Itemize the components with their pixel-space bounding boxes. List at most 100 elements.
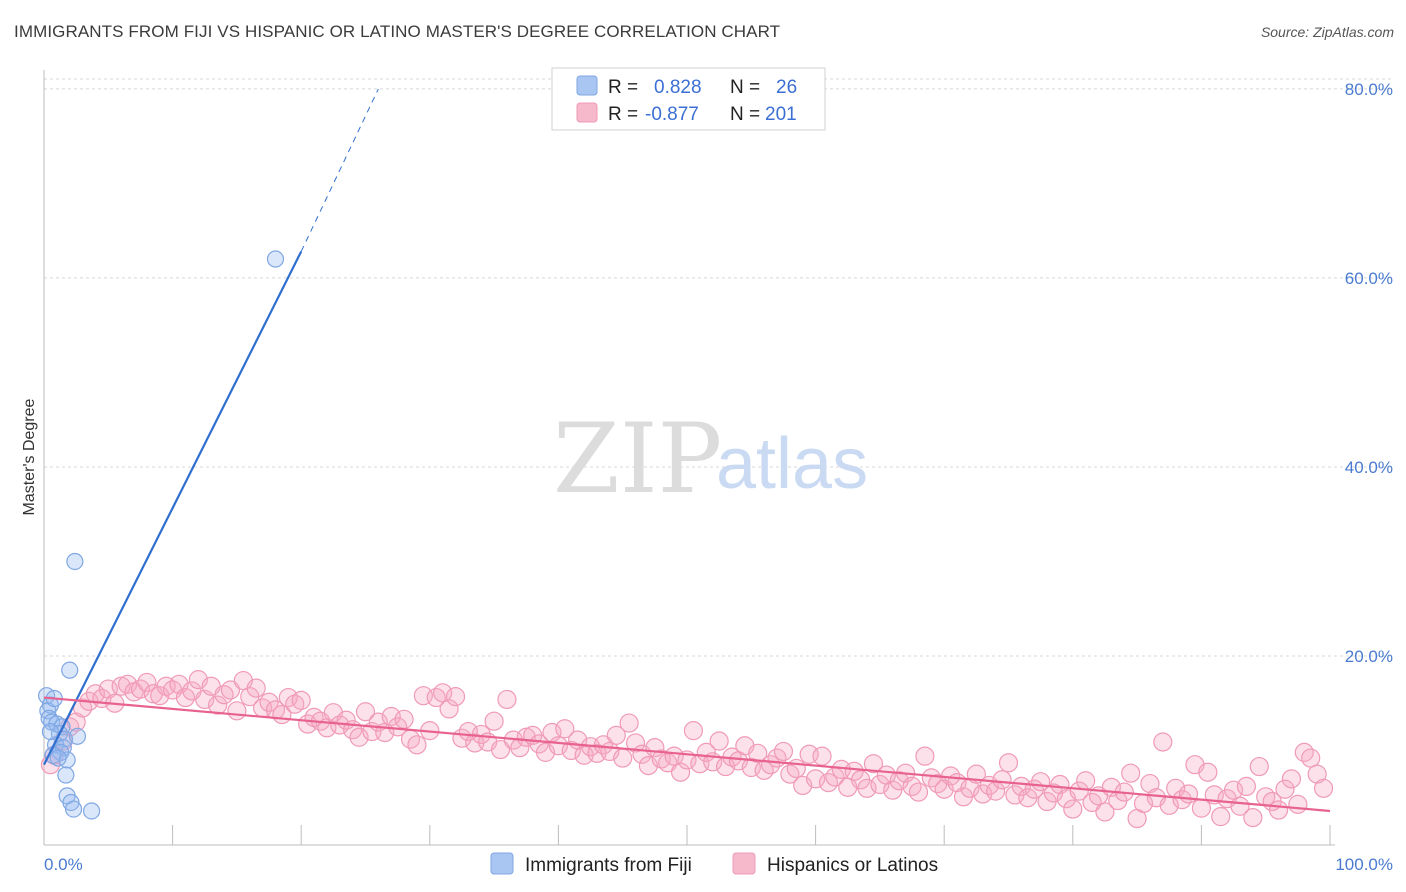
hispanic-point-188 <box>1249 756 1269 777</box>
hispanic-point-186 <box>1236 776 1257 797</box>
hispanic-point-80 <box>555 719 575 739</box>
bottom-legend-swatch-hispanic <box>732 852 756 875</box>
hispanic-point-161 <box>1076 771 1096 791</box>
hispanic-point-120 <box>812 746 832 766</box>
hispanic-point-127 <box>857 778 877 798</box>
legend-n-label-fiji: N = <box>730 77 760 98</box>
x-tick-label-max: 100.0% <box>1335 855 1393 874</box>
hispanic-point-26 <box>208 695 228 715</box>
x-axis-ticks <box>43 825 1331 845</box>
x-tick-label-min: 0.0% <box>44 855 83 874</box>
fiji-point-18 <box>57 766 75 784</box>
hispanic-point-34 <box>259 692 279 712</box>
hispanic-point-191 <box>1268 800 1289 820</box>
fiji-trendline-extension <box>300 88 379 252</box>
fiji-point-17 <box>266 250 285 268</box>
legend-r-value-fiji: 0.828 <box>654 77 702 98</box>
hispanic-point-164 <box>1095 802 1115 822</box>
hispanic-point-131 <box>883 780 903 800</box>
hispanic-point-89 <box>613 748 633 768</box>
hispanic-point-15 <box>137 672 157 693</box>
legend-r-label-fiji: R = <box>608 77 638 98</box>
y-axis-tick-labels: 20.0% 40.0% 60.0% 80.0% <box>1345 80 1393 666</box>
y-tick-label-3: 80.0% <box>1345 80 1393 99</box>
fiji-point-15 <box>61 661 79 679</box>
hispanic-point-157 <box>1050 774 1070 795</box>
chart-title: IMMIGRANTS FROM FIJI VS HISPANIC OR LATI… <box>14 22 781 41</box>
hispanic-point-12 <box>117 674 138 694</box>
legend-r-value-hispanic: -0.877 <box>645 104 699 125</box>
legend-swatch-fiji <box>576 75 598 96</box>
watermark: ZIP atlas <box>553 403 868 515</box>
hispanic-point-4 <box>66 712 86 732</box>
hispanic-point-173 <box>1153 732 1173 752</box>
watermark-zip: ZIP <box>553 403 722 515</box>
hispanic-point-168 <box>1121 763 1141 783</box>
hispanic-point-57 <box>407 735 427 755</box>
fiji-point-16 <box>66 552 84 571</box>
fiji-point-25 <box>68 727 87 745</box>
hispanic-point-182 <box>1211 807 1231 827</box>
hispanic-point-98 <box>670 762 691 782</box>
legend-box: R = 0.828 N = 26 R = -0.877 N = 201 <box>551 67 826 131</box>
hispanic-point-148 <box>992 770 1012 790</box>
hispanic-point-194 <box>1288 794 1308 814</box>
source-label: Source: ZipAtlas.com <box>1260 24 1394 40</box>
hispanic-point-69 <box>484 711 504 731</box>
hispanic-point-55 <box>394 709 414 729</box>
hispanic-point-177 <box>1178 784 1199 804</box>
hispanic-point-149 <box>998 753 1019 773</box>
hispanic-point-100 <box>683 721 704 741</box>
hispanic-point-171 <box>1140 773 1160 794</box>
hispanic-point-79 <box>548 736 569 756</box>
hispanic-point-180 <box>1198 762 1218 782</box>
fiji-point-22 <box>82 802 101 820</box>
hispanic-point-91 <box>625 733 646 753</box>
y-tick-label-0: 20.0% <box>1345 647 1393 666</box>
legend-n-label-hispanic: N = <box>730 104 760 125</box>
hispanic-point-32 <box>246 678 266 698</box>
hispanic-point-88 <box>606 725 626 745</box>
hispanic-point-187 <box>1243 807 1263 828</box>
hispanic-point-49 <box>355 702 376 722</box>
legend-n-value-hispanic: 201 <box>765 104 797 125</box>
bottom-legend-swatch-fiji <box>490 852 514 875</box>
gridlines <box>44 78 1392 657</box>
fiji-point-21 <box>64 800 83 818</box>
legend-frame <box>551 67 826 131</box>
fiji-trendline <box>43 250 303 766</box>
hispanic-point-196 <box>1301 748 1321 768</box>
hispanic-point-136 <box>915 746 935 766</box>
hispanic-point-71 <box>497 689 517 710</box>
hispanic-point-90 <box>619 713 639 733</box>
hispanic-point-160 <box>1069 781 1089 801</box>
trendlines <box>43 88 1331 813</box>
hispanic-point-193 <box>1281 769 1302 789</box>
bottom-legend-label-hispanic: Hispanics or Latinos <box>767 855 938 876</box>
hispanic-point-197 <box>1307 764 1327 784</box>
hispanic-point-81 <box>561 740 581 761</box>
hispanic-point-119 <box>805 769 826 789</box>
hispanic-point-192 <box>1275 779 1295 799</box>
legend-n-value-fiji: 26 <box>776 77 797 98</box>
hispanic-point-110 <box>748 743 768 763</box>
hispanic-point-104 <box>709 731 729 751</box>
hispanic-point-198 <box>1313 778 1334 798</box>
hispanic-point-114 <box>773 741 794 762</box>
hispanic-point-39 <box>291 690 311 710</box>
legend-swatch-hispanic <box>576 102 598 123</box>
fiji-points <box>37 250 285 820</box>
bottom-legend: Immigrants from Fiji Hispanics or Latino… <box>490 852 938 876</box>
hispanic-point-62 <box>439 699 459 719</box>
fiji-point-24 <box>41 722 60 741</box>
fiji-point-23 <box>49 749 67 767</box>
hispanic-point-135 <box>908 782 929 802</box>
legend-r-label-hispanic: R = <box>608 104 638 125</box>
hispanic-point-116 <box>786 758 806 779</box>
hispanic-trendline <box>43 696 1331 813</box>
bottom-legend-label-fiji: Immigrants from Fiji <box>525 855 692 876</box>
y-tick-label-2: 60.0% <box>1345 269 1393 288</box>
hispanic-point-63 <box>445 687 466 707</box>
y-tick-label-1: 40.0% <box>1345 458 1393 477</box>
